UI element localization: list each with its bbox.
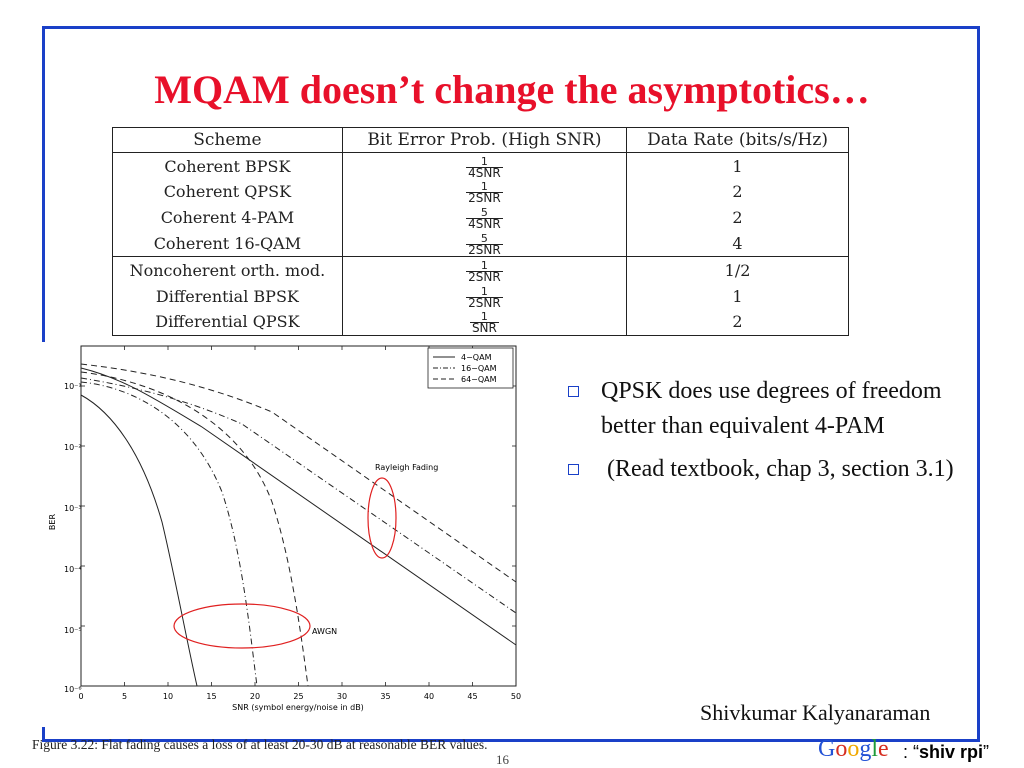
- table-row: Differential BPSK 1 2SNR 1: [112, 283, 849, 310]
- table-row: Coherent BPSK 1 4SNR 1: [112, 152, 849, 180]
- scheme-cell: Coherent QPSK: [112, 179, 343, 206]
- ber-cell: 5 2SNR: [341, 230, 628, 258]
- curve-64qam-awgn: [80, 371, 309, 687]
- bullet-text: QPSK does use degrees of freedom better …: [601, 378, 942, 439]
- figure-caption: Figure 3.22: Flat fading causes a loss o…: [32, 737, 488, 752]
- search-hint: : “shiv rpi”: [903, 742, 990, 762]
- y-tick-label: 10⁻⁵: [64, 626, 82, 635]
- scheme-cell: Coherent 16-QAM: [112, 230, 343, 258]
- google-logo-letter: l: [871, 736, 879, 762]
- x-tick-label: 40: [424, 692, 434, 701]
- header-scheme: Scheme: [112, 127, 343, 153]
- rate-cell: 2: [626, 205, 849, 231]
- scheme-cell: Coherent 4-PAM: [112, 205, 343, 231]
- x-tick-label: 10: [163, 692, 173, 701]
- google-logo-letter: g: [859, 736, 872, 762]
- google-logo-letter: G: [818, 736, 836, 762]
- curve-4qam-rayleigh: [80, 367, 517, 646]
- rayleigh-annotation: Rayleigh Fading: [375, 463, 438, 472]
- y-tick-label: 10⁻⁶: [64, 685, 82, 694]
- y-tick-label: 10⁻⁴: [64, 565, 82, 574]
- x-tick-label: 25: [293, 692, 303, 701]
- ber-cell: 1 2SNR: [341, 283, 628, 310]
- y-tick-label: 10⁻²: [64, 443, 82, 452]
- table-row: Coherent QPSK 1 2SNR 2: [112, 179, 849, 206]
- google-logo-letter: e: [878, 736, 889, 762]
- x-tick-label: 0: [78, 692, 83, 701]
- curve-16qam-rayleigh: [80, 377, 517, 614]
- bullet-item: QPSK does use degrees of freedom better …: [566, 374, 966, 444]
- scheme-cell: Differential QPSK: [112, 309, 343, 337]
- x-tick-label: 35: [380, 692, 390, 701]
- ber-cell: 1 2SNR: [341, 256, 628, 284]
- legend-label: 16−QAM: [461, 364, 497, 373]
- table-row: Noncoherent orth. mod. 1 2SNR 1/2: [112, 256, 849, 284]
- bullet-text: (Read textbook, chap 3, section 3.1): [601, 456, 954, 482]
- x-axis-label: SNR (symbol energy/noise in dB): [232, 703, 364, 712]
- scheme-cell: Noncoherent orth. mod.: [112, 256, 343, 284]
- ber-cell: 1 SNR: [341, 309, 628, 337]
- awgn-annotation: AWGN: [312, 627, 337, 636]
- ber-cell: 1 2SNR: [341, 179, 628, 206]
- table-row: Coherent 4-PAM 5 4SNR 2: [112, 205, 849, 231]
- curve-64qam-rayleigh: [80, 363, 517, 583]
- plot-area: [80, 345, 517, 687]
- page-number: 16: [496, 752, 509, 767]
- awgn-ellipse: [173, 603, 311, 649]
- google-logo-letter: o: [835, 736, 848, 762]
- square-bullet-icon: [568, 464, 579, 475]
- google-logo-letter: o: [847, 736, 860, 762]
- x-tick-label: 15: [206, 692, 216, 701]
- rayleigh-ellipse: [367, 477, 397, 559]
- rate-cell: 1: [626, 152, 849, 180]
- plot-legend: 4−QAM 16−QAM 64−QAM: [427, 347, 514, 389]
- bullet-list: QPSK does use degrees of freedom better …: [566, 374, 966, 495]
- legend-label: 64−QAM: [461, 375, 497, 384]
- x-tick-label: 50: [511, 692, 521, 701]
- header-data-rate: Data Rate (bits/s/Hz): [626, 127, 849, 153]
- rate-cell: 2: [626, 179, 849, 206]
- google-logo: Google: [818, 736, 889, 763]
- search-query: shiv rpi: [919, 742, 984, 762]
- ber-plot: 10⁻¹ 10⁻² 10⁻³ 10⁻⁴ 10⁻⁵ 10⁻⁶ 0 5 10 15 …: [48, 345, 521, 712]
- rate-cell: 4: [626, 230, 849, 258]
- ber-cell: 5 4SNR: [341, 205, 628, 231]
- rate-cell: 1/2: [626, 256, 849, 284]
- x-tick-label: 30: [337, 692, 347, 701]
- ber-cell: 1 4SNR: [341, 152, 628, 180]
- legend-label: 4−QAM: [461, 353, 492, 362]
- modulation-table: Scheme Bit Error Prob. (High SNR) Data R…: [112, 127, 849, 337]
- table-row: Coherent 16-QAM 5 2SNR 4: [112, 230, 849, 258]
- table-row: Differential QPSK 1 SNR 2: [112, 309, 849, 337]
- rate-cell: 2: [626, 309, 849, 337]
- bullet-item: (Read textbook, chap 3, section 3.1): [566, 452, 966, 487]
- y-tick-label: 10⁻³: [64, 504, 82, 513]
- square-bullet-icon: [568, 386, 579, 397]
- scheme-cell: Differential BPSK: [112, 283, 343, 310]
- y-axis-label: BER: [48, 514, 57, 531]
- x-tick-label: 20: [250, 692, 260, 701]
- scheme-cell: Coherent BPSK: [112, 152, 343, 180]
- curve-16qam-awgn: [80, 381, 258, 687]
- header-bit-error-prob: Bit Error Prob. (High SNR): [341, 127, 628, 153]
- x-tick-label: 45: [467, 692, 477, 701]
- rate-cell: 1: [626, 283, 849, 310]
- author-name: Shivkumar Kalyanaraman: [700, 700, 931, 725]
- slide-title: MQAM doesn’t change the asymptotics…: [154, 67, 870, 112]
- table-header-row: Scheme Bit Error Prob. (High SNR) Data R…: [112, 127, 849, 153]
- y-tick-label: 10⁻¹: [64, 382, 82, 391]
- ber-plot-figure: 10⁻¹ 10⁻² 10⁻³ 10⁻⁴ 10⁻⁵ 10⁻⁶ 0 5 10 15 …: [42, 342, 530, 727]
- x-tick-label: 5: [122, 692, 127, 701]
